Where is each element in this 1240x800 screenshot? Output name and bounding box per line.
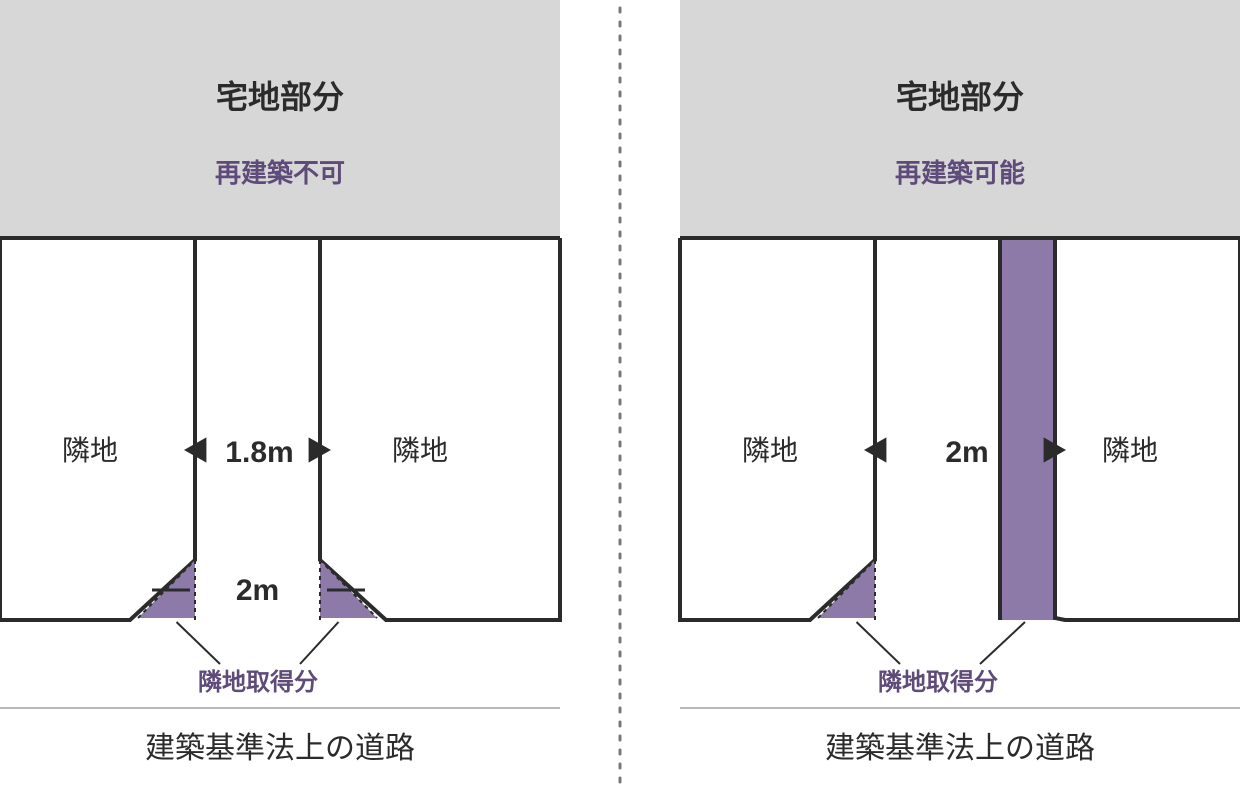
left-neighbor-outline-l (0, 238, 195, 620)
left-neighbor-label-r: 隣地 (392, 435, 448, 466)
right-leader-r (980, 622, 1025, 664)
right-neighbor-label-l: 隣地 (742, 435, 798, 466)
left-road-label: 建築基準法上の道路 (145, 732, 415, 765)
left-acquired-label: 隣地取得分 (198, 668, 318, 696)
right-acquired-label: 隣地取得分 (878, 668, 998, 696)
diagram-svg: 宅地部分再建築不可隣地隣地1.8m2m隣地取得分建築基準法上の道路宅地部分再建築… (0, 0, 1240, 800)
right-m2: 2m (945, 436, 988, 469)
diagram-stage: 宅地部分再建築不可隣地隣地1.8m2m隣地取得分建築基準法上の道路宅地部分再建築… (0, 0, 1240, 800)
right-leader-l (857, 622, 901, 664)
left-land-block (0, 0, 560, 238)
right-neighbor-outline-l (680, 238, 875, 620)
left-neighbor-label-l: 隣地 (62, 435, 118, 466)
left-m18: 1.8m (225, 436, 293, 469)
right-neighbor-outline-r (1055, 238, 1240, 620)
right-land-title: 宅地部分 (896, 79, 1024, 115)
right-subtitle: 再建築可能 (895, 158, 1025, 188)
left-leader-l (177, 622, 221, 664)
left-subtitle: 再建築不可 (215, 158, 345, 188)
left-leader-r (300, 622, 339, 664)
right-land-block (680, 0, 1240, 238)
left-neighbor-outline-r (320, 238, 560, 620)
right-neighbor-label-r: 隣地 (1102, 435, 1158, 466)
left-land-title: 宅地部分 (216, 79, 344, 115)
left-m2: 2m (236, 574, 279, 607)
right-purple-strip (1000, 238, 1055, 620)
right-road-label: 建築基準法上の道路 (825, 732, 1095, 765)
